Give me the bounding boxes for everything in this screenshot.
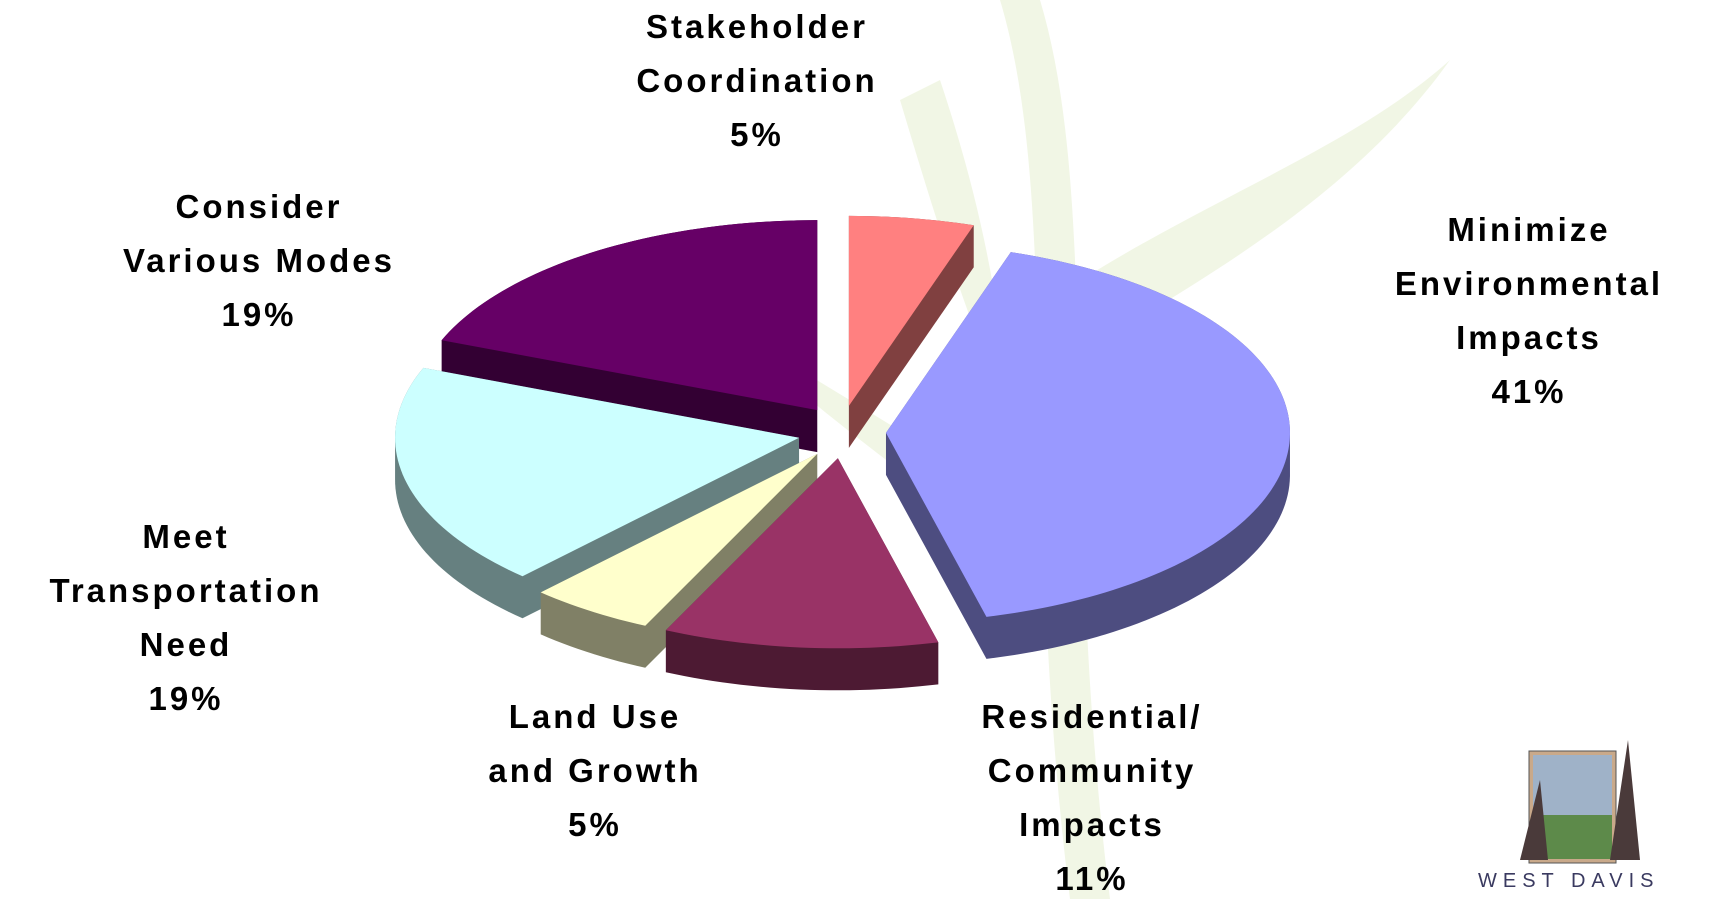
- pie: [395, 215, 1290, 691]
- category-label: Land Use and Growth: [488, 698, 702, 789]
- value-label: 5%: [730, 116, 784, 153]
- value-label: 41%: [1491, 373, 1567, 410]
- slice: [665, 458, 939, 649]
- slice-label: Land Use and Growth 5%: [488, 690, 701, 852]
- slice-label: Consider Various Modes 19%: [123, 180, 395, 342]
- value-label: 11%: [1055, 860, 1129, 897]
- slice: [441, 220, 818, 411]
- slice-label: Minimize Environmental Impacts 41%: [1395, 203, 1663, 419]
- slice: [848, 215, 974, 406]
- slice: [885, 252, 1290, 617]
- logo: [1520, 740, 1640, 864]
- value-label: 19%: [221, 296, 297, 333]
- category-label: Stakeholder Coordination: [636, 8, 878, 99]
- category-label: Minimize Environmental Impacts: [1394, 211, 1664, 356]
- category-label: Consider Various Modes: [123, 188, 395, 279]
- slice: [540, 453, 818, 626]
- logo-corn: [1520, 740, 1640, 860]
- value-label: 5%: [568, 806, 622, 843]
- slice-label: Residential/ Community Impacts 11%: [981, 690, 1202, 899]
- category-label: Meet Transportation Need: [49, 518, 323, 663]
- value-label: 19%: [148, 680, 224, 717]
- slice-label: Stakeholder Coordination 5%: [636, 0, 877, 162]
- category-label: Residential/ Community Impacts: [981, 698, 1203, 843]
- slice-label: Meet Transportation Need 19%: [49, 510, 322, 726]
- slice: [395, 367, 800, 577]
- logo-text: WEST DAVIS: [1478, 870, 1660, 892]
- logo-sky: [1533, 755, 1612, 815]
